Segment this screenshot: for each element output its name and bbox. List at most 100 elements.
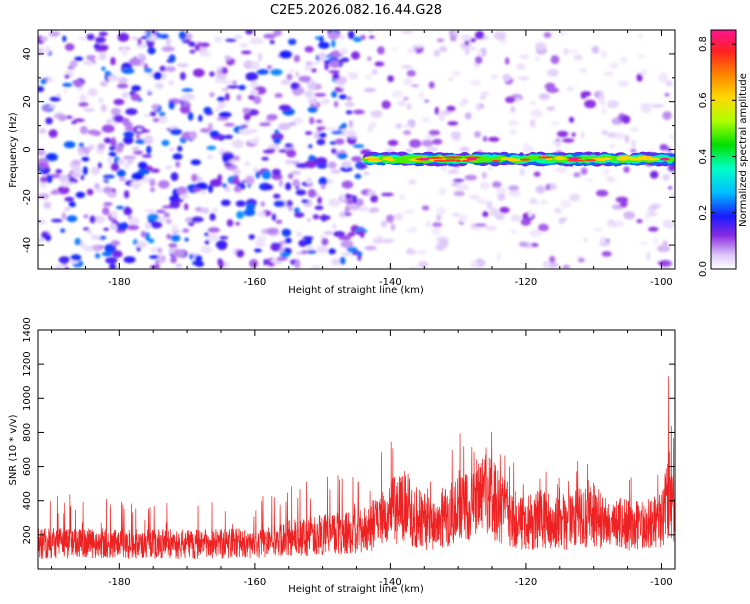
spectrogram-cell xyxy=(314,36,321,40)
spectrogram-cell xyxy=(159,65,166,72)
spectrogram-cell xyxy=(446,105,456,112)
spectrogram-cell xyxy=(662,174,670,181)
spectrogram-cell xyxy=(273,193,281,199)
spectrogram-cell xyxy=(98,52,107,61)
spectrogram-cell xyxy=(189,49,196,54)
spectrogram-cell xyxy=(591,45,600,54)
spectrogram-cell xyxy=(39,176,48,183)
spectrogram-cell xyxy=(137,53,145,59)
spectrogram-cell xyxy=(571,132,576,137)
spectrogram-cell xyxy=(148,238,155,244)
spectrogram-cell xyxy=(106,119,113,124)
spectrogram-cell xyxy=(436,38,445,43)
spectrogram-cell xyxy=(450,35,457,42)
spectrogram-cell xyxy=(179,72,186,81)
spectrogram-cell xyxy=(365,74,373,80)
spectrogram-cell xyxy=(199,51,212,57)
spectrogram-cell xyxy=(38,148,46,156)
spectrogram-cell xyxy=(126,224,140,231)
signal-track-peak xyxy=(659,157,670,161)
spectrogram-cell xyxy=(109,223,117,231)
spectrogram-cell xyxy=(305,237,312,246)
spectrogram-cell xyxy=(338,94,347,100)
spectrogram-cell xyxy=(509,128,518,135)
spectrogram-cell xyxy=(497,192,506,201)
spectrogram-cell xyxy=(352,144,365,149)
spectrogram-cell xyxy=(209,178,223,187)
spectrogram-cell xyxy=(345,110,353,115)
spectrogram-cell xyxy=(534,56,541,62)
spectrogram-cell xyxy=(144,208,156,213)
spectrogram-cell xyxy=(339,256,346,265)
spectrogram-cell xyxy=(246,129,259,133)
spectrogram-cell xyxy=(152,118,160,123)
spectrogram-cell xyxy=(156,115,168,124)
spectrogram-cell xyxy=(346,246,358,253)
spectrogram-cell xyxy=(492,181,502,188)
spectrogram-cell xyxy=(559,32,566,36)
spectrogram-cell xyxy=(439,46,448,52)
spectrogram-cell xyxy=(310,265,322,269)
colorbar-tick-label: 0.4 xyxy=(698,149,709,165)
spectrogram-cell xyxy=(95,36,106,44)
spectrogram-cell xyxy=(469,38,476,43)
x-tick-label: -160 xyxy=(243,577,266,588)
spectrogram-cell xyxy=(182,93,196,101)
spectrogram-cell xyxy=(232,80,237,85)
snr-x-axis: -180 -160 -140 -120 -100 xyxy=(51,330,673,588)
signal-track-cell xyxy=(537,156,554,159)
spectrogram-cell xyxy=(123,131,135,138)
spectrogram-cell xyxy=(236,94,242,101)
spectrogram-cell xyxy=(263,33,276,39)
spectrogram-cell xyxy=(464,47,470,56)
spectrogram-cell xyxy=(131,146,140,152)
spectrogram-cell xyxy=(207,154,213,160)
spectrogram-cell xyxy=(45,117,53,125)
spectrogram-cell xyxy=(504,57,510,65)
spectrogram-cell xyxy=(640,68,648,77)
spectrogram-cell xyxy=(198,114,203,122)
spectrogram-cell xyxy=(598,96,606,105)
spectrogram-cell xyxy=(140,230,146,238)
spectrogram-cell xyxy=(354,198,364,207)
spectrogram-cell xyxy=(518,76,530,81)
spectrogram-cell xyxy=(97,44,109,51)
spectrogram-cell xyxy=(243,112,251,121)
spectrogram-cell xyxy=(135,241,148,248)
spectrogram-cell xyxy=(304,65,312,72)
spectrogram-cell xyxy=(220,199,231,207)
spectrogram-cell xyxy=(533,171,541,177)
spectrogram-cell xyxy=(218,111,232,118)
spectrogram-cell xyxy=(601,251,612,257)
spectrogram-cell xyxy=(518,241,529,247)
spectrogram-cell xyxy=(646,251,651,261)
spectrogram-cell xyxy=(546,69,559,77)
spectrogram-cell xyxy=(318,177,328,186)
spectrogram-cell xyxy=(158,111,166,117)
spectrogram-cell xyxy=(103,227,110,231)
spectrogram-cell xyxy=(77,37,87,41)
spectrogram-cell xyxy=(408,179,417,185)
spectrogram-cell xyxy=(662,111,672,120)
spectrogram-cell xyxy=(111,210,118,219)
spectrogram-cell xyxy=(294,260,301,269)
spectrogram-cell xyxy=(479,95,487,100)
spectrogram-cell xyxy=(331,258,341,266)
spectrogram-cell xyxy=(271,213,276,221)
spectrogram-cell xyxy=(316,138,326,146)
signal-track-cell xyxy=(367,159,382,163)
spectrogram-cell xyxy=(188,41,196,47)
spectrogram-cell xyxy=(586,178,594,182)
spectrogram-cell xyxy=(89,215,96,224)
spectrogram-cell xyxy=(315,157,328,166)
spectrogram-cell xyxy=(607,100,619,109)
spectrogram-cell xyxy=(291,160,300,165)
spectrogram-panel: -180 -160 -140 -120 -100 -40 -20 0 20 40 Height … xyxy=(8,29,676,296)
spectrogram-cell xyxy=(535,42,546,51)
spectrogram-cell xyxy=(668,134,675,140)
spectrogram-cell xyxy=(214,108,221,112)
spectrogram-cell xyxy=(295,71,300,77)
spectrogram-cell xyxy=(288,205,293,212)
spectrogram-cell xyxy=(341,180,354,189)
spectrogram-cell xyxy=(182,228,190,233)
